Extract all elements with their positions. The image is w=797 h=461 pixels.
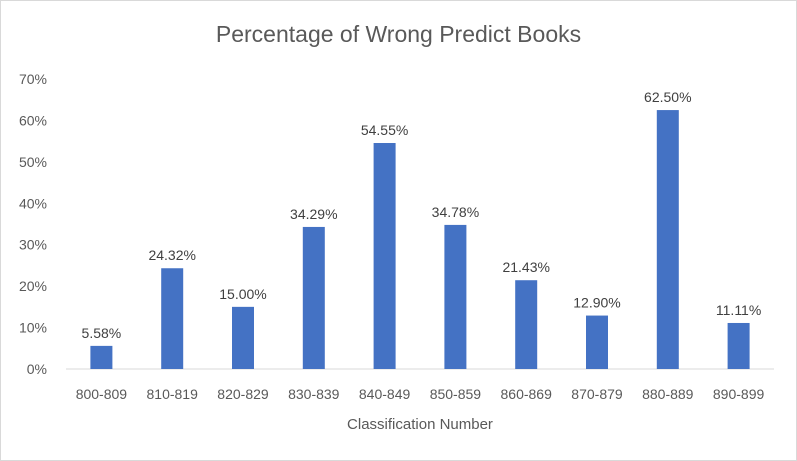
bar	[515, 280, 538, 369]
x-tick-label: 830-839	[288, 386, 340, 402]
data-label: 54.55%	[361, 122, 408, 138]
chart-title: Percentage of Wrong Predict Books	[215, 21, 582, 47]
x-tick-label: 890-899	[713, 386, 765, 402]
x-tick-label: 850-859	[430, 386, 482, 402]
bar	[302, 226, 325, 369]
bar	[161, 268, 184, 369]
y-tick-label: 20%	[19, 278, 47, 294]
y-tick-label: 60%	[19, 112, 47, 128]
x-tick-label: 810-819	[147, 386, 199, 402]
data-label: 5.58%	[82, 325, 122, 341]
data-label: 24.32%	[148, 247, 195, 263]
data-label: 11.11%	[716, 302, 761, 318]
x-axis-ticks: 800-809 810-819 820-829 830-839 840-849 850-8…	[76, 386, 765, 402]
data-label: 34.29%	[290, 206, 337, 222]
y-tick-label: 40%	[19, 195, 47, 211]
x-tick-label: 860-869	[501, 386, 553, 402]
data-label: 34.78%	[432, 204, 479, 220]
data-label: 12.90%	[573, 295, 620, 311]
y-tick-label: 70%	[19, 71, 47, 87]
data-label: 21.43%	[502, 259, 549, 275]
bar	[232, 306, 254, 369]
bar	[727, 322, 750, 369]
data-label: 62.50%	[644, 89, 691, 105]
x-tick-label: 870-879	[571, 386, 623, 402]
x-tick-label: 800-809	[76, 386, 128, 402]
bar	[444, 224, 467, 369]
y-tick-label: 0%	[27, 361, 47, 377]
bar	[586, 315, 608, 369]
bar	[90, 345, 113, 369]
x-tick-label: 840-849	[359, 386, 411, 402]
bar	[373, 143, 396, 369]
y-tick-label: 50%	[19, 154, 47, 170]
y-tick-label: 10%	[19, 320, 47, 336]
x-axis-title: Classification Number	[347, 416, 493, 433]
y-axis-ticks: 0% 10% 20% 30% 40% 50% 60% 70%	[19, 71, 47, 377]
data-label: 15.00%	[219, 286, 266, 302]
y-tick-label: 30%	[19, 237, 47, 253]
x-tick-label: 880-889	[642, 386, 694, 402]
bar	[656, 110, 679, 370]
bars: 5.58% 24.32% 15.00% 34.29% 54.55% 34.78% 21.43…	[82, 89, 761, 370]
x-tick-label: 820-829	[217, 386, 269, 402]
